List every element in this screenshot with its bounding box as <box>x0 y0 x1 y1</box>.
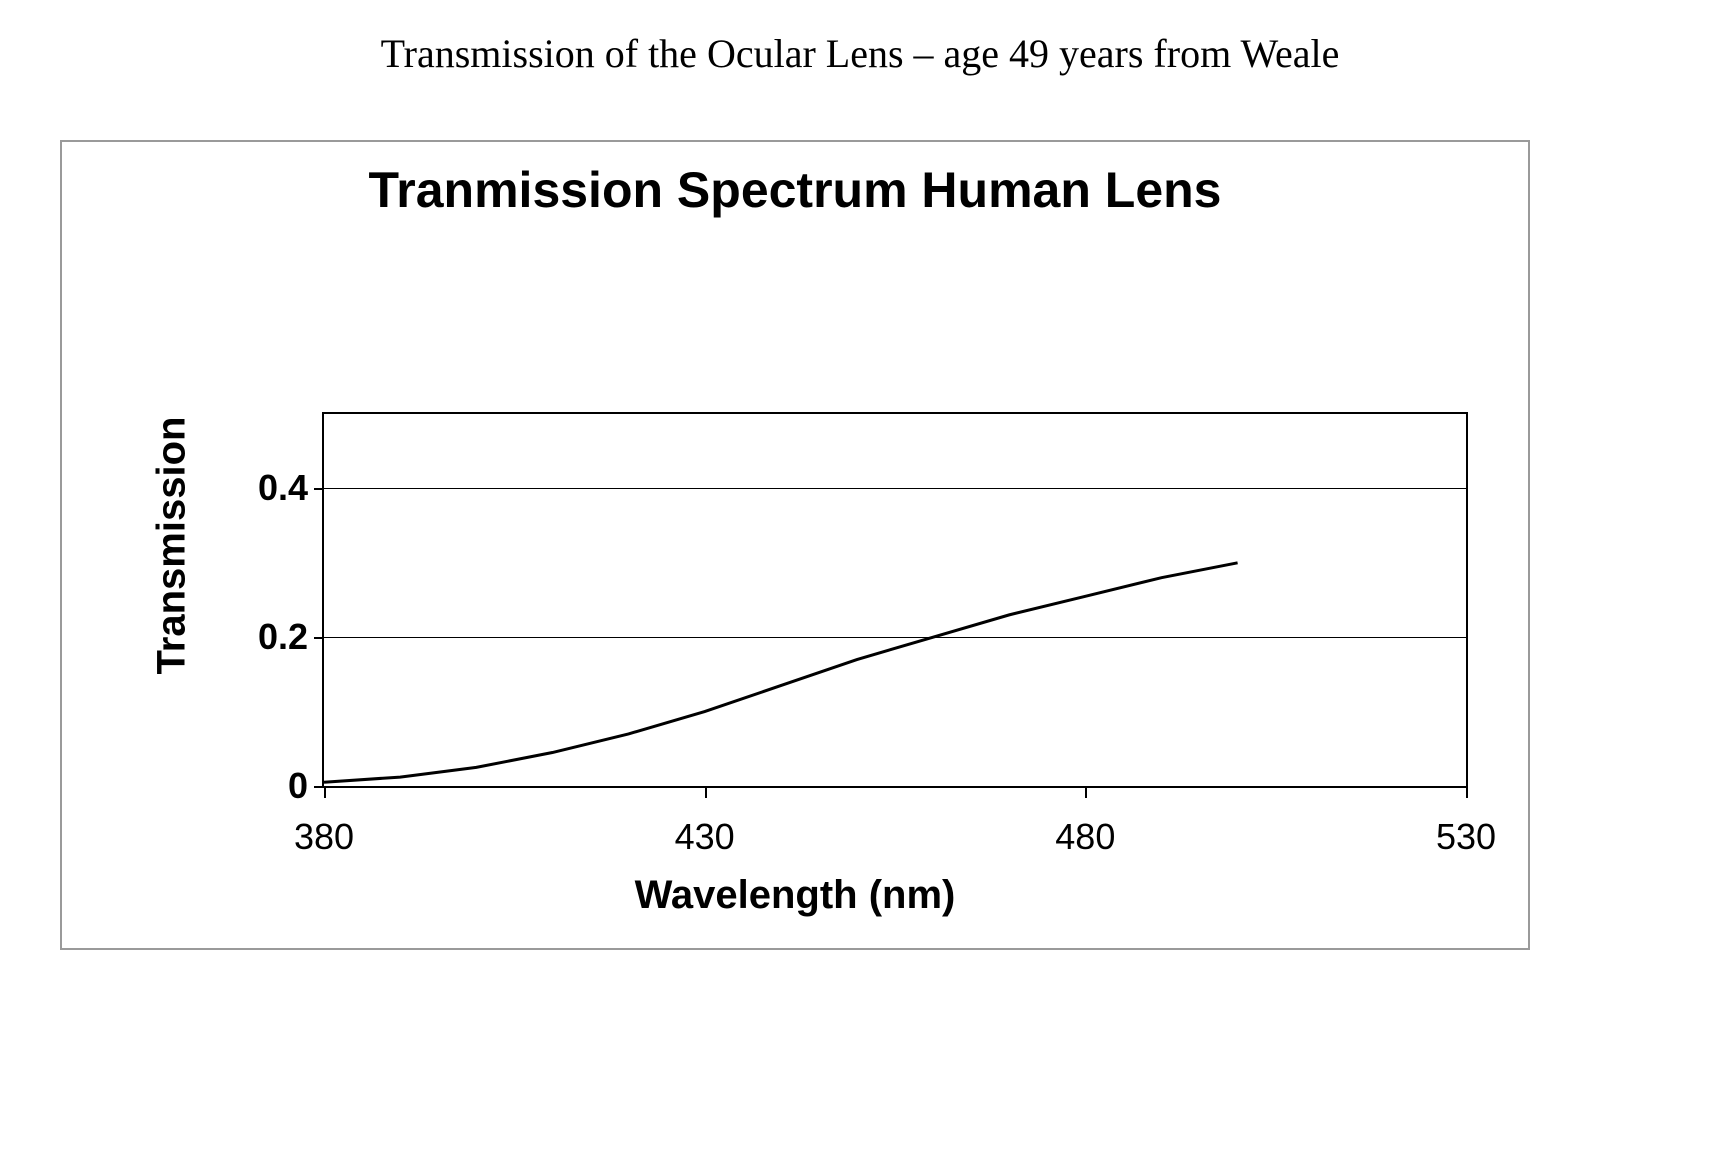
series-line <box>324 563 1238 782</box>
plot-wrap: 00.20.4380430480530 <box>322 412 1468 788</box>
x-tick-label: 380 <box>294 816 354 858</box>
y-axis-label-wrap: Transmission <box>152 142 192 948</box>
plot-area: 00.20.4380430480530 <box>322 412 1468 788</box>
y-tick-label: 0.4 <box>258 467 308 509</box>
y-tick-label: 0.2 <box>258 616 308 658</box>
chart-line-svg <box>324 414 1466 786</box>
gridline <box>324 637 1466 638</box>
x-tick-mark <box>324 786 326 798</box>
y-axis-label: Transmission <box>150 416 195 674</box>
chart-container: Tranmission Spectrum Human Lens Transmis… <box>60 140 1530 950</box>
figure-caption: Transmission of the Ocular Lens – age 49… <box>0 30 1720 77</box>
page: Transmission of the Ocular Lens – age 49… <box>0 0 1720 1175</box>
y-tick-label: 0 <box>288 765 308 807</box>
y-tick-mark <box>314 637 324 639</box>
x-tick-mark <box>705 786 707 798</box>
y-tick-mark <box>314 488 324 490</box>
chart-title: Tranmission Spectrum Human Lens <box>62 162 1528 220</box>
x-axis-label: Wavelength (nm) <box>62 873 1528 918</box>
x-tick-label: 530 <box>1436 816 1496 858</box>
x-tick-label: 430 <box>675 816 735 858</box>
gridline <box>324 488 1466 489</box>
y-tick-mark <box>314 786 324 788</box>
x-tick-label: 480 <box>1055 816 1115 858</box>
x-tick-mark <box>1085 786 1087 798</box>
x-tick-mark <box>1466 786 1468 798</box>
